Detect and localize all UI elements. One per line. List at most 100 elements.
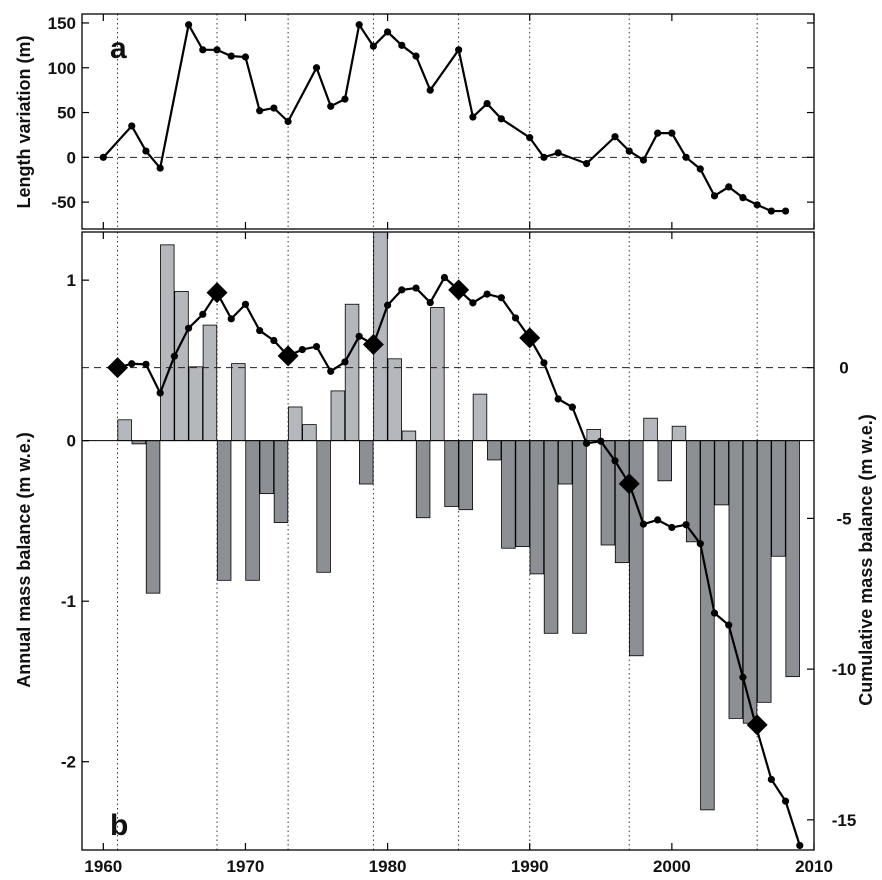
panel-a-length-point xyxy=(611,133,619,141)
panel-b-annual-bar xyxy=(742,440,758,724)
panel-a-length-variation: 150 100 50 0 -50 xyxy=(48,13,815,230)
panel-b-cumulative-point xyxy=(682,521,690,529)
panel-b-cumulative-point xyxy=(511,314,520,322)
panel-b-cumulative-point xyxy=(796,841,804,850)
panel-b-geodetic-diamond xyxy=(618,473,640,495)
panel-a-length-point xyxy=(156,164,164,172)
panel-a-y-tick-label: 100 xyxy=(48,59,76,78)
panel-b-annual-bar xyxy=(344,303,360,442)
panel-b-annual-bar xyxy=(117,419,132,442)
panel-a-y-tick-label: 50 xyxy=(57,104,76,123)
panel-a-length-point xyxy=(781,207,790,215)
panel-b-annual-bar xyxy=(515,440,530,548)
x-tick-label: 1990 xyxy=(511,857,549,876)
panel-a-y-tick-label: 0 xyxy=(67,148,76,167)
panel-a-length-point xyxy=(625,147,633,155)
panel-b-annual-bar xyxy=(700,440,715,811)
panel-a-length-point xyxy=(725,183,733,191)
panel-b-cumulative-point xyxy=(142,360,150,368)
panel-b-cumulative-point xyxy=(739,673,747,681)
panel-b-cumulative-point xyxy=(725,621,733,629)
panel-a-length-point xyxy=(412,52,420,60)
panel-b-annual-bar xyxy=(287,406,303,442)
panel-b-right-y-tick-label: -15 xyxy=(832,811,857,830)
panel-b-right-y-tick-label: -10 xyxy=(832,660,857,679)
panel-a-length-point xyxy=(383,28,392,36)
panel-b-annual-bar xyxy=(188,366,203,442)
panel-b-cumulative-point xyxy=(412,284,420,292)
panel-b-annual-bar xyxy=(785,440,800,678)
panel-a-length-point xyxy=(682,153,690,161)
panel-b-annual-bar xyxy=(714,440,729,506)
x-tick-label: 1980 xyxy=(369,857,407,876)
panel-b-geodetic-diamond xyxy=(746,714,768,736)
panel-b-mass-balance: 1 0 -1 -2 0 -5 -10 -15 1960 1970 1980 1990 2000 2010 xyxy=(61,231,857,876)
panel-b-cumulative-point xyxy=(241,300,250,308)
panel-b-annual-bar xyxy=(415,440,431,519)
panel-b-annual-bar xyxy=(316,440,331,573)
panel-b-annual-bar xyxy=(231,363,246,442)
panel-b-annual-bar xyxy=(771,440,786,557)
panel-b-cumulative-point xyxy=(639,520,648,528)
panel-b-left-y-axis-label: Annual mass balance (m w.e.) xyxy=(14,432,34,687)
panel-a-length-point xyxy=(284,117,292,126)
panel-b-cumulative-point xyxy=(128,360,136,368)
panel-b-cumulative-point xyxy=(781,797,790,805)
panel-b-cumulative-point xyxy=(426,298,434,307)
panel-b-cumulative-point xyxy=(270,336,278,345)
panel-b-frame xyxy=(81,231,815,851)
panel-b-annual-bar xyxy=(430,307,445,442)
panel-a-length-point xyxy=(668,129,676,137)
panel-b-cumulative-point xyxy=(312,342,321,351)
panel-a-length-point xyxy=(455,46,463,54)
panel-b-geodetic-diamond xyxy=(206,282,228,304)
panel-b-annual-bar xyxy=(145,440,161,594)
panel-a-y-tick-label: 150 xyxy=(48,14,76,33)
panel-b-geodetic-diamond xyxy=(362,333,384,355)
panel-a-length-point xyxy=(426,86,434,94)
panel-b-annual-bar xyxy=(529,440,545,575)
panel-a-length-point xyxy=(369,42,377,50)
panel-a-length-point xyxy=(312,64,321,72)
panel-a-length-line xyxy=(102,21,786,213)
panel-b-cumulative-point xyxy=(440,273,449,282)
x-tick-label: 1960 xyxy=(84,857,122,876)
panel-a-length-point xyxy=(483,99,491,108)
panel-b-left-y-tick-label: 0 xyxy=(67,432,76,451)
panel-b-annual-bar xyxy=(160,244,175,442)
panel-b-annual-bar xyxy=(572,440,587,634)
panel-b-annual-bar xyxy=(657,440,672,482)
panel-b-cumulative-point xyxy=(156,389,164,397)
panel-a-length-point xyxy=(128,122,136,130)
panel-b-letter: b xyxy=(110,809,128,842)
panel-b-annual-bar xyxy=(387,358,402,442)
panel-a-length-point xyxy=(540,153,548,161)
panel-b-cumulative-point xyxy=(582,439,591,447)
panel-a-length-point xyxy=(526,134,534,142)
panel-b-left-y-tick-label: 1 xyxy=(67,271,76,290)
panel-b-annual-bar xyxy=(273,440,289,523)
panel-b-cumulative-point xyxy=(654,516,662,524)
panel-b-right-y-tick-label: -5 xyxy=(836,509,851,528)
panel-b-cumulative-point xyxy=(554,395,562,403)
panel-a-length-point xyxy=(710,192,719,200)
panel-b-cumulative-point xyxy=(568,403,576,411)
panel-a-y-axis-label: Length variation (m) xyxy=(14,35,34,208)
panel-b-annual-bar xyxy=(216,440,232,581)
panel-a-length-point xyxy=(497,115,505,123)
panel-b-annual-bar xyxy=(245,440,260,581)
panel-a-length-point xyxy=(256,107,264,115)
panel-a-length-point xyxy=(753,201,761,209)
panel-b-cumulative-point xyxy=(327,367,335,375)
panel-b-left-y-tick-label: -2 xyxy=(61,753,76,772)
panel-a-y-tick-label: -50 xyxy=(51,193,76,212)
panel-a-length-point xyxy=(199,46,207,54)
panel-a-length-point xyxy=(327,102,335,110)
panel-b-annual-bar xyxy=(671,425,687,442)
panel-a-letter: a xyxy=(110,32,127,65)
panel-b-annual-bar xyxy=(629,440,644,657)
panel-a-length-point xyxy=(767,207,775,215)
panel-a-length-point xyxy=(654,129,662,137)
panel-b-annual-bar xyxy=(543,440,559,634)
